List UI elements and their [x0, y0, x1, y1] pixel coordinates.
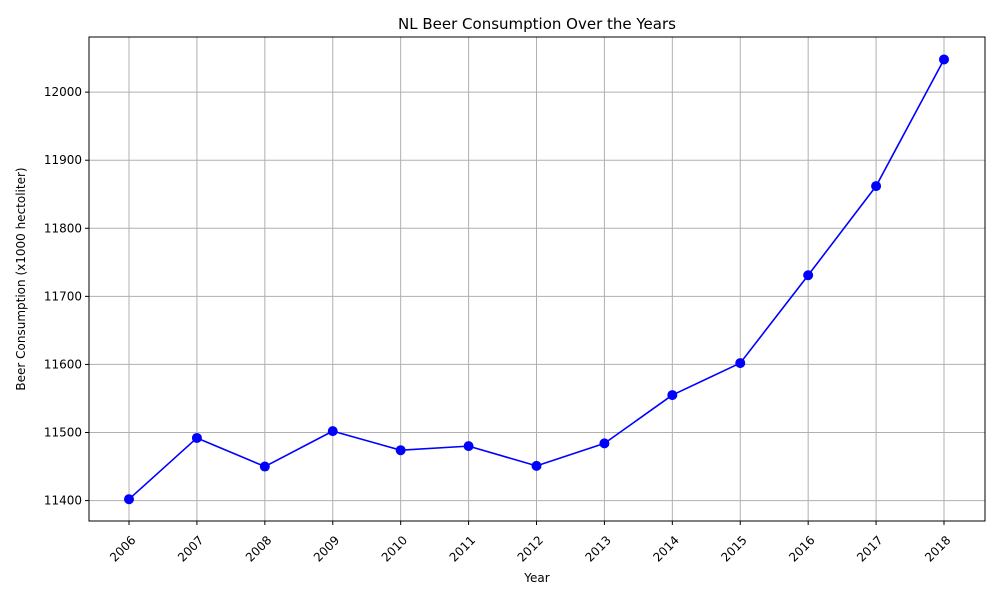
y-tick-label: 11900 — [44, 153, 82, 167]
data-point — [327, 426, 338, 437]
y-tick-label: 11400 — [44, 494, 82, 508]
series-layer — [124, 54, 949, 505]
data-point — [191, 432, 202, 443]
y-tick-label: 11600 — [44, 357, 82, 371]
chart-title: NL Beer Consumption Over the Years — [398, 15, 676, 33]
data-point — [803, 270, 814, 281]
y-tick-label: 11500 — [44, 426, 82, 440]
data-point — [259, 461, 270, 472]
x-axis-label: Year — [523, 571, 549, 585]
data-point — [667, 390, 678, 401]
data-point — [531, 460, 542, 471]
data-point — [735, 358, 746, 369]
data-point — [463, 441, 474, 452]
y-axis-label: Beer Consumption (x1000 hectoliter) — [14, 167, 28, 390]
y-tick-label: 11800 — [44, 221, 82, 235]
y-tick-label: 12000 — [44, 85, 82, 99]
data-point — [599, 438, 610, 449]
grid — [89, 37, 985, 521]
y-tick-label: 11700 — [44, 289, 82, 303]
y-axis-ticks: 11400 11500 11600 11700 11800 11900 12000 — [44, 85, 89, 508]
data-point — [124, 494, 134, 505]
data-point — [395, 445, 406, 456]
data-point — [939, 54, 949, 65]
data-point — [871, 181, 882, 192]
